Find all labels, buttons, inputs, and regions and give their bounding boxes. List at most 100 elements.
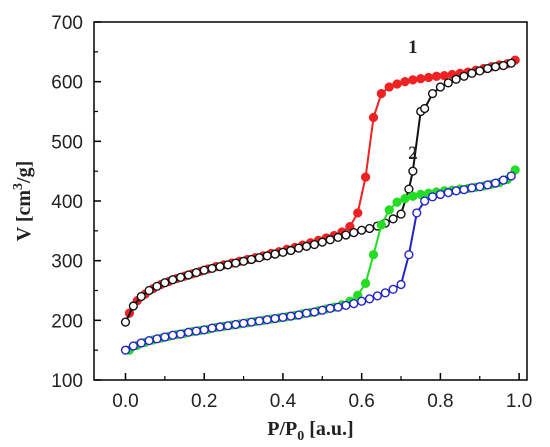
x-tick-label: 0.6 (348, 391, 374, 412)
data-point (400, 77, 410, 87)
series-1-adsorption (120, 58, 516, 327)
data-point (360, 278, 371, 288)
data-point (412, 208, 422, 218)
data-point (372, 291, 383, 301)
x-tick-label: 1.0 (506, 391, 532, 412)
data-point (388, 214, 398, 224)
data-point (408, 166, 418, 176)
data-point (443, 188, 453, 198)
data-point (262, 251, 272, 261)
x-axis-title-subscript: 0 (297, 429, 304, 444)
data-point (168, 275, 178, 285)
y-axis-title-suffix: /g] (13, 161, 35, 184)
data-point (467, 183, 477, 193)
data-point (317, 305, 327, 315)
data-point (384, 82, 394, 92)
x-tick-label: 0.0 (112, 391, 138, 412)
data-point (286, 311, 296, 321)
data-point (420, 196, 430, 206)
data-point (376, 220, 387, 230)
data-point (120, 345, 131, 355)
plot-frame (93, 21, 528, 381)
data-point (349, 228, 359, 238)
data-point (368, 250, 379, 260)
data-point (160, 332, 170, 342)
data-point (286, 245, 296, 256)
data-point (459, 71, 469, 81)
data-point (215, 322, 225, 332)
data-point (396, 279, 406, 290)
data-point (191, 268, 201, 278)
data-point (427, 88, 438, 99)
y-axis-title-prefix: V [cm (13, 190, 35, 242)
data-point (128, 301, 138, 311)
data-point (223, 260, 233, 270)
data-point (207, 323, 217, 333)
curve-label: 2 (408, 143, 418, 164)
data-point (168, 330, 178, 340)
data-point (380, 288, 390, 298)
data-point (498, 175, 508, 185)
data-point (451, 74, 461, 84)
y-tick-label: 100 (51, 371, 83, 392)
data-point (207, 263, 217, 274)
data-point (215, 262, 225, 272)
data-point (423, 72, 434, 83)
data-point (294, 243, 304, 253)
data-point (231, 258, 241, 268)
data-point (357, 296, 367, 306)
data-point (254, 253, 264, 263)
data-point (353, 208, 363, 218)
x-tick-label: 0.2 (191, 391, 217, 412)
data-point (199, 325, 209, 335)
series-layer (120, 55, 520, 355)
y-tick-label: 400 (51, 192, 83, 213)
data-point (498, 60, 508, 71)
data-point (341, 230, 351, 240)
data-point (506, 171, 516, 181)
data-point (238, 256, 249, 266)
data-point (388, 284, 398, 294)
data-point (183, 270, 194, 280)
x-axis-title-unit: [a.u.] (304, 418, 353, 440)
y-tick-label: 700 (51, 13, 83, 34)
data-point (490, 178, 501, 188)
data-point (392, 197, 402, 207)
data-point (360, 172, 371, 182)
data-point (483, 63, 493, 74)
data-point (364, 294, 375, 304)
data-point (176, 272, 186, 282)
data-point (396, 209, 406, 219)
data-point (183, 327, 194, 337)
data-point (128, 341, 138, 351)
data-point (364, 223, 375, 234)
data-point (270, 313, 280, 324)
data-point (262, 315, 272, 325)
data-point (254, 316, 264, 326)
y-tick-label: 500 (51, 132, 83, 153)
data-point (435, 82, 446, 92)
data-point (152, 334, 162, 344)
data-point (231, 319, 241, 330)
data-point (475, 182, 485, 192)
data-point (120, 317, 131, 327)
data-point (238, 318, 249, 328)
data-point (384, 205, 394, 215)
data-point (309, 307, 320, 317)
data-point (435, 189, 446, 200)
data-point (278, 312, 288, 322)
data-point (357, 225, 367, 235)
data-point (408, 75, 418, 85)
data-point (443, 78, 453, 88)
data-point (144, 336, 154, 346)
data-point (459, 185, 469, 195)
annotation-layer: 12 (408, 37, 418, 164)
data-point (136, 291, 146, 302)
data-point (191, 326, 201, 336)
data-point (325, 303, 335, 314)
data-point (427, 192, 438, 202)
data-point (408, 191, 418, 201)
series-line (125, 175, 512, 352)
data-point (144, 285, 154, 296)
